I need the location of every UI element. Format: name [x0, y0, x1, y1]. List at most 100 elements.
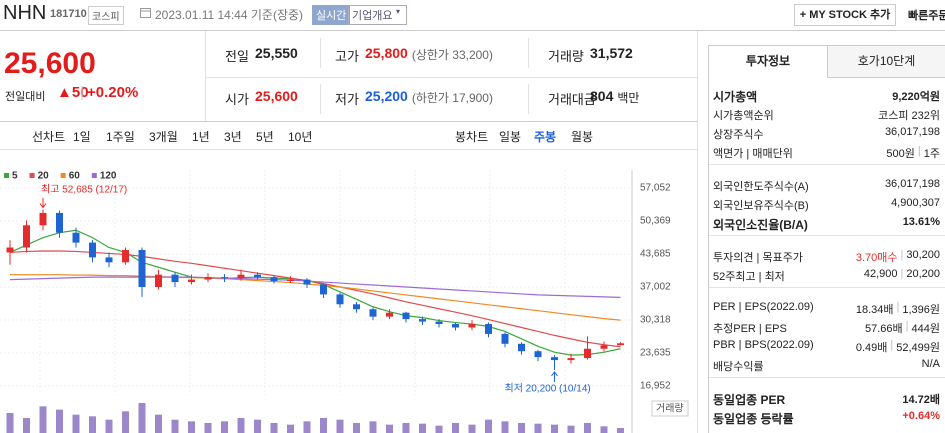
summary-value: 25,600: [255, 88, 298, 104]
summary-note: 백만: [617, 91, 640, 105]
change-rate: +0.20%: [87, 84, 139, 101]
candle-body: [188, 279, 195, 283]
period-tab[interactable]: 5년: [256, 130, 274, 144]
ma-line: [9, 229, 621, 356]
period-tab[interactable]: 1주일: [106, 130, 135, 144]
period-tab[interactable]: 3년: [224, 130, 242, 144]
y-tick-label: 23,635: [640, 348, 671, 359]
info-value: 4,900,307: [891, 197, 940, 209]
realtime-badge[interactable]: 실시간: [312, 5, 351, 25]
volume-bar: [452, 423, 459, 433]
summary-label: 거래대금: [548, 92, 596, 107]
volume-bar: [138, 403, 146, 433]
info-value: 코스피 232위: [878, 110, 940, 122]
candle-body: [254, 274, 261, 278]
divider: [205, 31, 206, 121]
period-tab[interactable]: 1년: [192, 130, 210, 144]
period-tab[interactable]: 월봉: [571, 130, 594, 144]
info-label: 시가총액순위: [713, 110, 774, 122]
period-tab[interactable]: 일봉: [499, 130, 522, 144]
info-tab[interactable]: 호가10단계: [827, 46, 945, 78]
pipe: |: [80, 84, 84, 101]
legend-label: 5: [12, 171, 18, 182]
info-label: 액면가 | 매매단위: [713, 148, 793, 160]
candle-body: [221, 277, 228, 279]
volume-bar: [72, 414, 80, 433]
period-tab[interactable]: 3개월: [149, 130, 178, 144]
volume-bar: [518, 423, 525, 433]
change: ▲50: [57, 84, 89, 101]
candle-body: [452, 324, 459, 328]
info-value: 52,499원: [896, 342, 940, 354]
info-label: 동일업종 PER: [713, 393, 786, 407]
candle-body: [287, 279, 294, 282]
info-label: 외국인소진율(B/A): [713, 218, 808, 232]
info-value: |: [890, 339, 894, 351]
info-label: PBR | BPS(2022.09): [713, 339, 814, 351]
legend-swatch: [4, 173, 9, 178]
info-label: 외국인보유주식수(B): [713, 200, 809, 212]
volume-label-box: [651, 400, 689, 417]
stock-name: NHN: [3, 2, 47, 24]
info-value: 30,200: [906, 249, 940, 261]
volume-bar: [254, 419, 261, 433]
info-value: 14.72배: [902, 394, 940, 406]
period-tab[interactable]: 1일: [73, 130, 91, 144]
info-tab[interactable]: 투자정보: [745, 54, 791, 68]
info-value: 18.34배: [855, 304, 894, 316]
info-value: N/A: [921, 358, 940, 370]
volume-bar: [171, 419, 179, 433]
chart: 16,952 23,635 30,318 37,002 43,685 50,369 57,0…: [0, 170, 689, 433]
info-value: 20,200: [906, 268, 940, 280]
info-value: 57.66배: [865, 323, 903, 335]
volume-bar: [89, 416, 96, 433]
quick-order[interactable]: 빠른주문: [908, 10, 945, 22]
y-tick-label: 50,369: [640, 216, 671, 227]
candle-body: [155, 274, 162, 288]
y-tick-label: 30,318: [640, 315, 671, 326]
mystock-button[interactable]: + MY STOCK 추가: [794, 4, 896, 26]
overview-dropdown[interactable]: 기업개요: [348, 5, 408, 25]
summary-value: 25,800: [365, 45, 408, 61]
divider: [0, 121, 697, 122]
info-value: 36,017,198: [884, 178, 940, 190]
info-value: |: [905, 320, 909, 332]
volume-bar: [204, 423, 212, 433]
candle-body: [435, 321, 443, 325]
dropdown-caret: ▾: [396, 7, 401, 16]
current-price: 25,600: [4, 47, 96, 80]
ma-line: [9, 276, 621, 298]
change-label: 전일대비: [5, 91, 46, 103]
ma-line: [10, 274, 621, 321]
period-tab[interactable]: 10년: [288, 130, 313, 144]
summary-label: 저가: [335, 92, 359, 107]
legend-swatch: [60, 173, 66, 178]
legend-label: 60: [69, 171, 81, 182]
volume-bar: [188, 421, 195, 433]
candle-body: [369, 309, 377, 317]
candle-body: [419, 319, 426, 322]
info-label: 시가총액: [713, 90, 758, 104]
invest-panel: [708, 45, 945, 433]
plus: +: [799, 9, 810, 21]
candle-body: [353, 304, 360, 310]
divider: [320, 38, 321, 68]
candle-body: [402, 312, 410, 320]
candle-body: [204, 277, 212, 280]
volume-bar: [386, 424, 393, 433]
info-value: 13.61%: [902, 216, 940, 228]
volume-bar: [303, 421, 311, 433]
candle-body: [468, 324, 476, 328]
candle-body: [386, 312, 393, 317]
info-value: |: [917, 145, 921, 157]
ma-line: [9, 250, 621, 348]
candle-body: [534, 351, 542, 358]
candle-body: [501, 333, 509, 344]
volume-bar: [600, 426, 608, 433]
summary-note: (하한가 17,900): [411, 91, 493, 105]
summary-label: 거래량: [548, 49, 584, 64]
divider: [0, 30, 945, 31]
volume-bar: [23, 418, 30, 433]
period-tab[interactable]: 주봉: [534, 130, 557, 144]
divider: [320, 84, 321, 114]
